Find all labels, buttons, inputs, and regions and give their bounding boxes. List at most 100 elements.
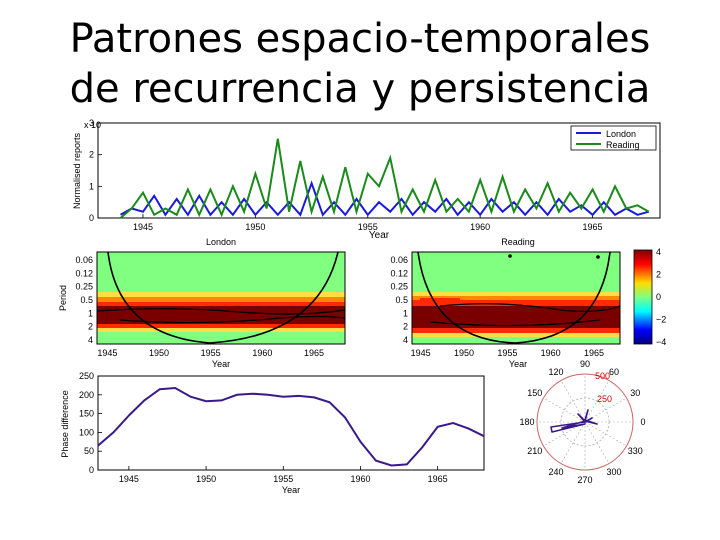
wavelet-ytick-label: 0.5 (80, 295, 93, 305)
wavelet-ytick-label: 0.25 (75, 282, 93, 292)
polar-angle-label: 330 (628, 446, 643, 456)
london-band-darkred (97, 306, 345, 324)
polar-spoke (543, 397, 586, 423)
phase-ytick-label: 150 (79, 409, 94, 419)
reading-cone-of-influence (417, 252, 611, 344)
polar-angle-label: 240 (548, 467, 563, 477)
polar-spoke (584, 421, 610, 464)
wavelet-left-xlabel: Year (212, 359, 230, 369)
colorbar-tick-label: 2 (656, 270, 661, 280)
london-band-yellow-low (97, 328, 345, 332)
reading-significance-contour-2 (429, 319, 601, 327)
phase-difference-line (97, 386, 485, 467)
wavelet-ytick-label: 1 (88, 308, 93, 318)
polar-angle-label: 120 (548, 367, 563, 377)
wavelet-ytick-label: 2 (88, 322, 93, 332)
timeseries-xtick-label: 1965 (583, 222, 603, 232)
wavelet-right-yticks: 0.06 0.12 0.25 0.5 1 2 4 (390, 255, 408, 345)
phase-xtick-label: 1955 (273, 474, 293, 484)
timeseries-xtick-label: 1945 (133, 222, 153, 232)
polar-angle-label: 270 (577, 475, 592, 485)
london-band-yellow (97, 292, 345, 298)
wavelet-ytick-label: 0.06 (390, 255, 408, 265)
phase-panel: Phase difference 250 200 150 100 50 0 1945 195… (60, 371, 485, 495)
phase-ylabel: Phase difference (60, 390, 70, 457)
wavelet-ytick-label: 0.12 (75, 268, 93, 278)
polar-spoke (560, 421, 586, 464)
colorbar-tick-label: −4 (656, 337, 666, 347)
wavelet-xtick-label: 1965 (304, 348, 324, 358)
polar-spoke (584, 380, 610, 423)
polar-rose-histogram (550, 409, 598, 433)
phase-ytick-label: 100 (79, 427, 94, 437)
london-band-orange (97, 297, 345, 302)
wavelet-ytick-label: 0.5 (395, 295, 408, 305)
series-reading-line (119, 138, 650, 219)
wavelet-right-title: Reading (501, 237, 535, 247)
wavelet-ytick-label: 0.25 (390, 282, 408, 292)
timeseries-xtick-label: 1960 (470, 222, 490, 232)
polar-angle-label: 30 (630, 388, 640, 398)
phase-xtick-label: 1945 (119, 474, 139, 484)
polar-angle-label: 180 (519, 417, 534, 427)
wavelet-ytick-label: 2 (403, 322, 408, 332)
reading-band-orange (412, 296, 620, 302)
phase-ytick-label: 50 (84, 446, 94, 456)
polar-angle-label: 90 (580, 359, 590, 369)
reading-band-red-low (412, 328, 620, 333)
timeseries-xtick-label: 1950 (245, 222, 265, 232)
colorbar-tick-label: −2 (656, 315, 666, 325)
timeseries-ytick-label: 2 (89, 150, 94, 160)
wavelet-ytick-label: 0.12 (390, 268, 408, 278)
wavelet-ytick-label: 4 (88, 335, 93, 345)
reading-heatmap-frame (411, 251, 621, 345)
london-heatmap-frame (96, 251, 346, 345)
legend-london-label: London (606, 129, 636, 139)
phase-yticks: 250 200 150 100 50 0 (79, 371, 102, 475)
timeseries-exponent: x 10 (84, 120, 101, 130)
phase-xtick-label: 1960 (350, 474, 370, 484)
series-london-line (120, 180, 650, 217)
timeseries-ytick-label: 3 (89, 118, 94, 128)
polar-spoke (560, 380, 586, 423)
wavelet-london-heatmap (96, 251, 346, 345)
phase-xtick-label: 1965 (428, 474, 448, 484)
wavelet-xtick-label: 1945 (97, 348, 117, 358)
timeseries-xtick-label: 1955 (358, 222, 378, 232)
wavelet-xtick-label: 1960 (252, 348, 272, 358)
slide-title: Patrones espacio-temporales de recurrenc… (0, 14, 720, 114)
timeseries-xlabel: Year (369, 230, 390, 241)
legend-reading-label: Reading (606, 140, 640, 150)
wavelet-panels: London Reading Period (58, 237, 666, 369)
polar-angle-label: 60 (609, 367, 619, 377)
timeseries-panel: x 10 Normalised reports 0 1 2 3 1945 1950 195… (72, 118, 661, 241)
slide-title-line-1: Patrones espacio-temporales (69, 16, 651, 62)
wavelet-xtick-label: 1950 (454, 348, 474, 358)
reading-band-yellow-low (412, 333, 620, 337)
colorbar: 4 2 0 −2 −4 (633, 247, 666, 347)
wavelet-ytick-label: 0.06 (75, 255, 93, 265)
reading-patch-red (420, 298, 460, 304)
polar-angle-label: 0 (640, 417, 645, 427)
colorbar-tick-label: 4 (656, 247, 661, 257)
wavelet-xtick-label: 1955 (201, 348, 221, 358)
reading-dot-1 (508, 254, 512, 258)
wavelet-xtick-label: 1950 (149, 348, 169, 358)
phase-xticks: 1945 1950 1955 1960 1965 (119, 466, 448, 484)
polar-angle-label: 150 (527, 388, 542, 398)
polar-outer-ring (536, 373, 634, 471)
london-significance-contour-2 (119, 315, 345, 324)
wavelet-right-xticks: 1945 1950 1955 1960 1965 (411, 348, 604, 358)
timeseries-ytick-label: 0 (89, 213, 94, 223)
polar-radius-label-inner: 250 (597, 394, 612, 404)
reading-significance-contour (439, 303, 620, 312)
london-significance-contour (97, 308, 345, 315)
polar-spoke (584, 421, 627, 447)
phase-xtick-label: 1950 (196, 474, 216, 484)
phase-ytick-label: 200 (79, 390, 94, 400)
timeseries-legend: London Reading (570, 125, 657, 151)
wavelet-ytick-label: 4 (403, 335, 408, 345)
